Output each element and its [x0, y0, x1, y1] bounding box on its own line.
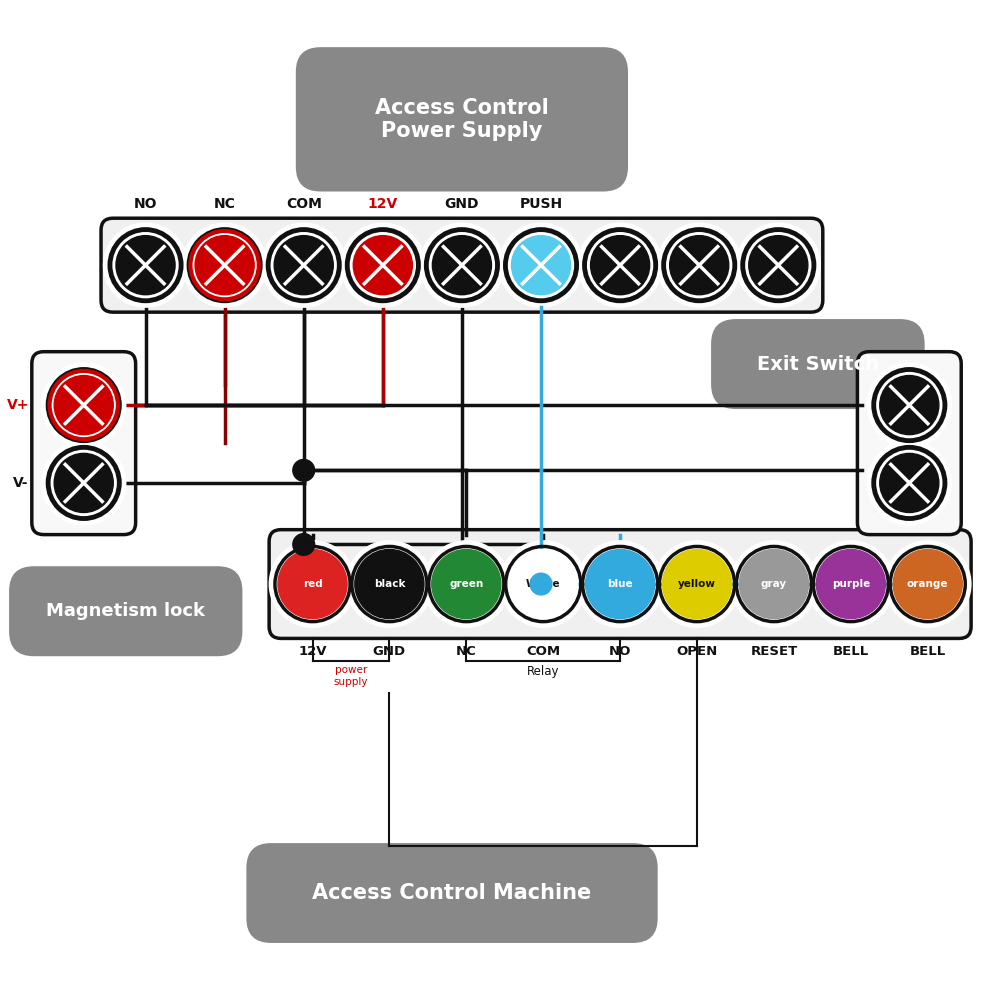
Circle shape	[432, 236, 491, 295]
Text: power
supply: power supply	[334, 665, 368, 687]
Text: BELL: BELL	[910, 645, 946, 658]
Circle shape	[341, 223, 425, 307]
Circle shape	[670, 236, 729, 295]
Text: COM: COM	[286, 197, 322, 211]
Text: black: black	[374, 579, 405, 589]
Text: RESET: RESET	[750, 645, 798, 658]
Text: NC: NC	[214, 197, 236, 211]
Text: Access Control Machine: Access Control Machine	[312, 883, 592, 903]
Circle shape	[353, 236, 412, 295]
Circle shape	[530, 573, 552, 595]
Circle shape	[885, 541, 971, 627]
FancyBboxPatch shape	[711, 319, 925, 409]
Circle shape	[278, 549, 347, 619]
Text: red: red	[303, 579, 322, 589]
Circle shape	[355, 549, 424, 619]
Circle shape	[731, 541, 817, 627]
Circle shape	[578, 223, 662, 307]
Circle shape	[420, 223, 504, 307]
Text: 12V: 12V	[298, 645, 327, 658]
Circle shape	[42, 441, 126, 525]
Circle shape	[499, 223, 583, 307]
Text: PUSH: PUSH	[519, 197, 563, 211]
Circle shape	[880, 376, 939, 435]
Circle shape	[54, 376, 113, 435]
Circle shape	[749, 236, 808, 295]
Text: COM: COM	[526, 645, 560, 658]
Circle shape	[657, 223, 741, 307]
Text: OPEN: OPEN	[676, 645, 718, 658]
FancyBboxPatch shape	[246, 843, 658, 943]
FancyBboxPatch shape	[9, 566, 242, 656]
Circle shape	[274, 236, 333, 295]
Text: green: green	[449, 579, 483, 589]
Circle shape	[586, 549, 655, 619]
Circle shape	[808, 541, 894, 627]
Text: BELL: BELL	[833, 645, 869, 658]
Text: blue: blue	[607, 579, 633, 589]
Circle shape	[739, 549, 808, 619]
Circle shape	[54, 453, 113, 512]
Circle shape	[867, 441, 951, 525]
Circle shape	[423, 541, 510, 627]
Circle shape	[432, 549, 501, 619]
Text: NC: NC	[456, 645, 477, 658]
Circle shape	[183, 223, 267, 307]
Circle shape	[577, 541, 663, 627]
Circle shape	[104, 223, 188, 307]
Circle shape	[867, 363, 951, 447]
Circle shape	[893, 549, 962, 619]
Circle shape	[195, 236, 254, 295]
Text: GND: GND	[373, 645, 406, 658]
Circle shape	[509, 549, 578, 619]
Circle shape	[736, 223, 820, 307]
Circle shape	[346, 541, 433, 627]
Circle shape	[262, 223, 346, 307]
FancyBboxPatch shape	[296, 47, 628, 192]
Text: V+: V+	[6, 398, 29, 412]
Text: Relay: Relay	[527, 665, 559, 678]
Circle shape	[500, 541, 586, 627]
Circle shape	[42, 363, 126, 447]
Text: orange: orange	[907, 579, 948, 589]
Circle shape	[293, 534, 315, 555]
Text: V-: V-	[13, 476, 29, 490]
Text: Magnetism lock: Magnetism lock	[46, 602, 205, 620]
Circle shape	[816, 549, 885, 619]
Circle shape	[116, 236, 175, 295]
Circle shape	[269, 541, 356, 627]
Text: gray: gray	[761, 579, 787, 589]
Circle shape	[654, 541, 740, 627]
Text: purple: purple	[832, 579, 870, 589]
FancyBboxPatch shape	[32, 352, 136, 535]
Text: Access Control
Power Supply: Access Control Power Supply	[375, 98, 549, 141]
Text: NO: NO	[609, 645, 631, 658]
FancyBboxPatch shape	[269, 530, 971, 638]
Text: Exit Switch: Exit Switch	[757, 355, 879, 374]
Text: yellow: yellow	[678, 579, 716, 589]
Text: 12V: 12V	[368, 197, 398, 211]
Circle shape	[880, 453, 939, 512]
Text: NO: NO	[134, 197, 157, 211]
Text: GND: GND	[445, 197, 479, 211]
Text: White: White	[526, 579, 561, 589]
FancyBboxPatch shape	[857, 352, 961, 535]
Circle shape	[662, 549, 732, 619]
Circle shape	[293, 459, 315, 481]
FancyBboxPatch shape	[101, 218, 823, 312]
Circle shape	[591, 236, 650, 295]
Circle shape	[511, 236, 571, 295]
